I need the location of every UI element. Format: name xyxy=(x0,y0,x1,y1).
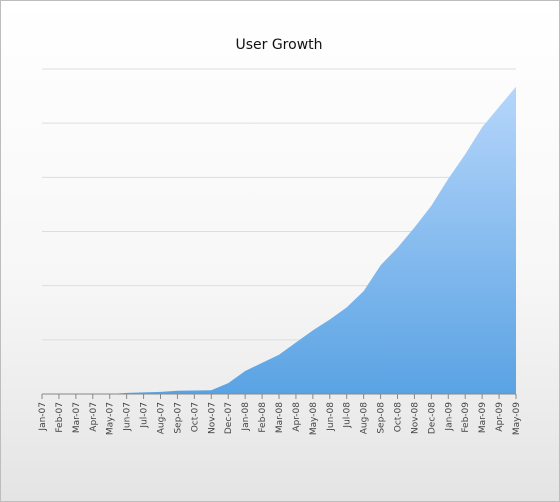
x-tick-label: Jan-09 xyxy=(444,402,454,432)
chart-title: User Growth xyxy=(235,37,323,53)
x-tick-label: Jan-08 xyxy=(241,402,251,432)
x-tick-label: Jun-08 xyxy=(326,402,336,432)
x-tick-label: Feb-07 xyxy=(55,402,65,433)
x-tick-label: Feb-08 xyxy=(258,402,268,433)
x-tick-label: Jul-07 xyxy=(140,402,150,429)
x-tick-label: Mar-07 xyxy=(72,402,82,433)
x-tick-label: Aug-08 xyxy=(360,402,370,435)
x-tick-label: Jan-07 xyxy=(38,402,48,432)
x-tick-label: Sep-07 xyxy=(173,402,183,434)
x-tick-label: Apr-09 xyxy=(495,402,505,432)
x-tick-labels: Jan-07 Feb-07 Mar-07 Apr-07 May-07 Jun-07 Jul-… xyxy=(38,402,522,435)
x-tick-label: Apr-07 xyxy=(89,402,99,432)
x-tick-label: Apr-08 xyxy=(292,402,302,432)
x-tick-label: Jul-08 xyxy=(343,402,353,429)
area-series xyxy=(42,86,516,394)
x-tick-label: Nov-07 xyxy=(207,402,217,434)
series-area xyxy=(42,86,516,394)
x-tick-label: Nov-08 xyxy=(410,402,420,434)
x-tick-label: Dec-07 xyxy=(224,402,234,434)
x-tick-label: Sep-08 xyxy=(377,402,387,434)
x-tick-label: Oct-07 xyxy=(190,402,200,432)
x-axis xyxy=(41,393,517,399)
x-tick-label: May-07 xyxy=(106,402,116,435)
x-tick-label: Mar-09 xyxy=(478,402,488,433)
x-tick-label: Feb-09 xyxy=(461,402,471,433)
x-tick-label: Mar-08 xyxy=(275,402,285,433)
x-tick-label: Aug-07 xyxy=(157,402,167,434)
x-tick-label: Dec-08 xyxy=(427,402,437,434)
x-tick-label: Jun-07 xyxy=(123,402,133,432)
x-tick-label: Oct-08 xyxy=(394,402,404,433)
x-tick-label: May-09 xyxy=(512,402,522,435)
x-tick-label: May-08 xyxy=(309,402,319,435)
